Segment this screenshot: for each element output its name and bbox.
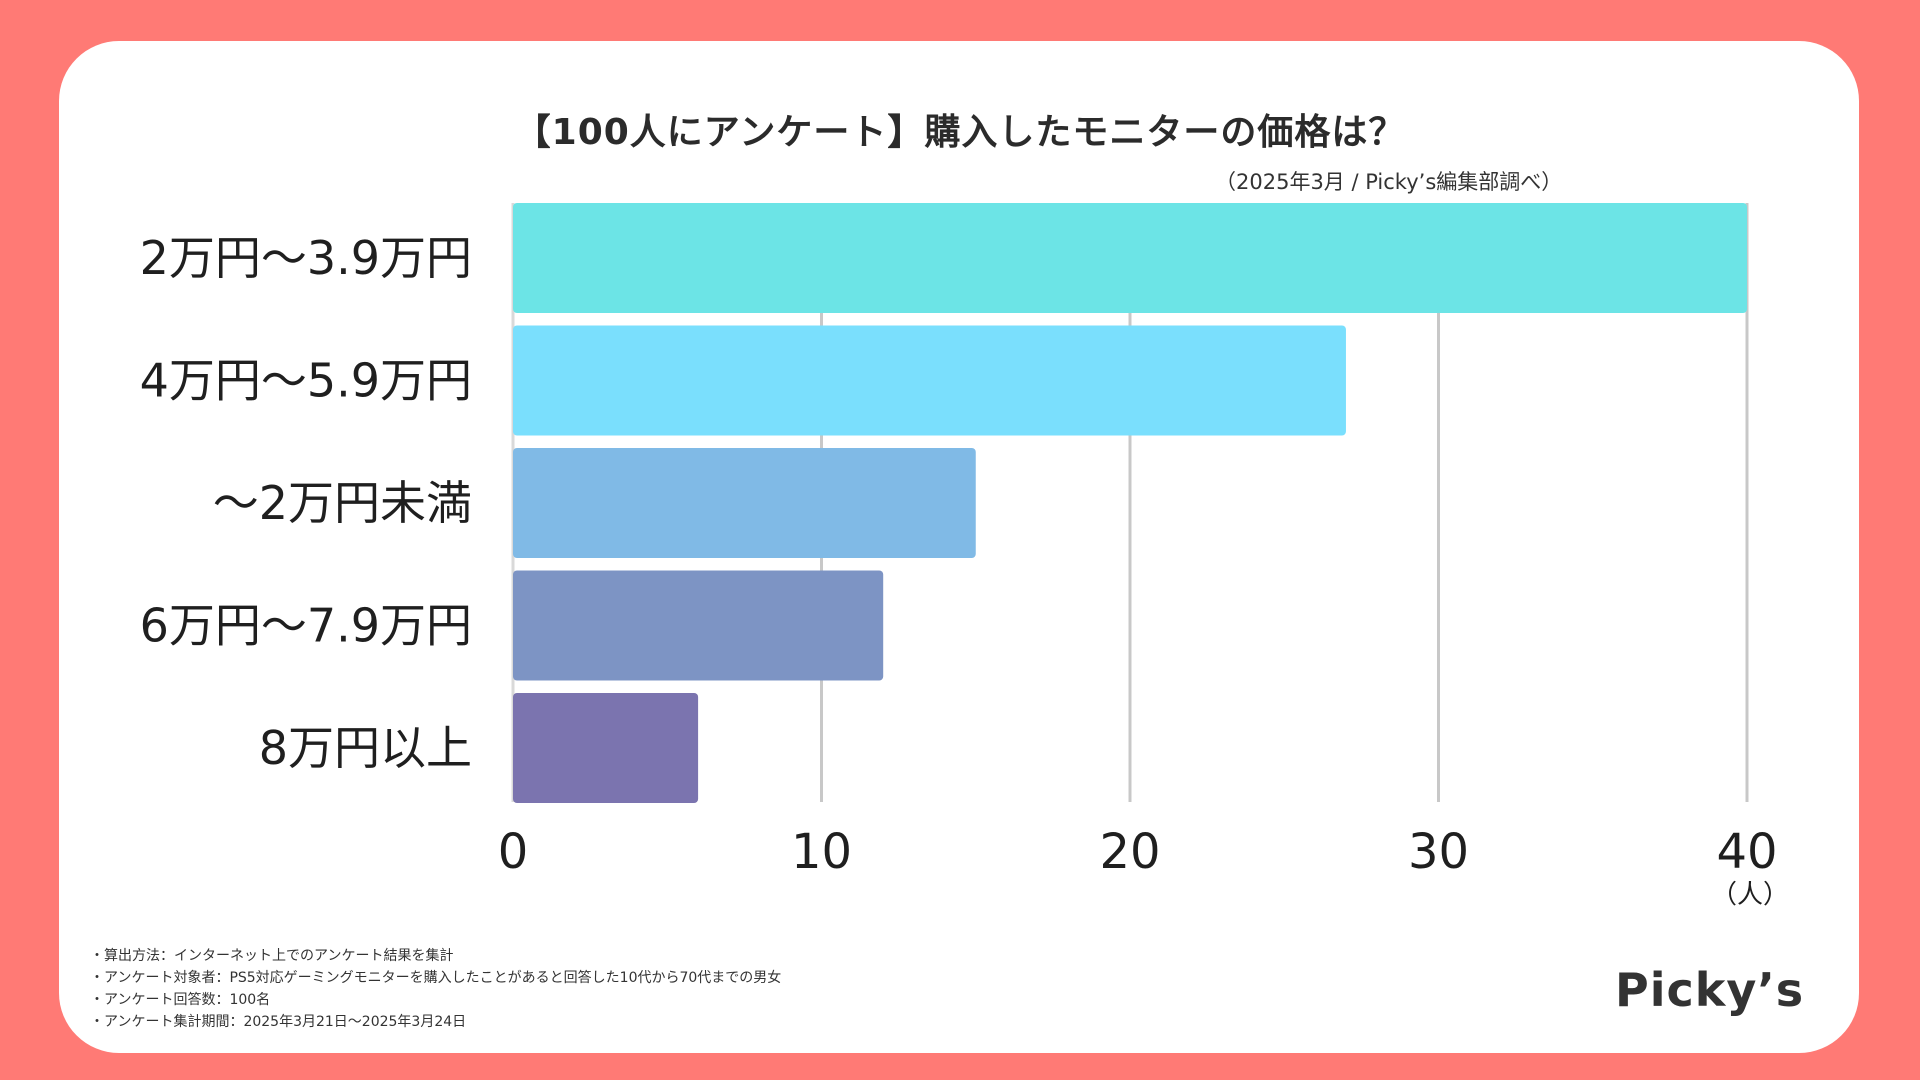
x-tick-label-0: 0: [498, 824, 529, 880]
bar-5: [513, 693, 699, 803]
category-label-2: 4万円〜5.9万円: [140, 354, 472, 408]
category-label-5: 8万円以上: [259, 721, 472, 775]
note-period: ・アンケート集計期間：2025年3月21日〜2025年3月24日: [90, 1014, 467, 1030]
bar-4: [513, 570, 884, 681]
bar-1: [513, 203, 1747, 313]
x-tick-label-10: 10: [791, 824, 852, 880]
chart-source: （2025年3月 / Picky’s編集部調べ）: [1215, 170, 1563, 194]
pickys-logo: Picky’s: [1615, 963, 1805, 1017]
chart-title: 【100人にアンケート】購入したモニターの価格は？: [514, 112, 1406, 153]
survey-notes: ・算出方法：インターネット上でのアンケート結果を集計 ・アンケート対象者：PS5…: [90, 945, 781, 1033]
note-target: ・アンケート対象者：PS5対応ゲーミングモニターを購入したことがあると回答した1…: [90, 970, 782, 986]
bar-3: [513, 448, 976, 558]
x-tick-label-20: 20: [1099, 824, 1160, 880]
x-tick-label-40: 40: [1716, 824, 1777, 880]
x-tick-label-30: 30: [1408, 824, 1469, 880]
note-count: ・アンケート回答数：100名: [90, 992, 271, 1008]
note-method: ・算出方法：インターネット上でのアンケート結果を集計: [90, 948, 454, 964]
bar-2: [513, 325, 1346, 436]
category-label-4: 6万円〜7.9万円: [140, 599, 472, 653]
category-label-3: 〜2万円未満: [213, 476, 472, 530]
category-label-1: 2万円〜3.9万円: [140, 231, 472, 285]
x-axis-unit: （人）: [1711, 880, 1789, 910]
